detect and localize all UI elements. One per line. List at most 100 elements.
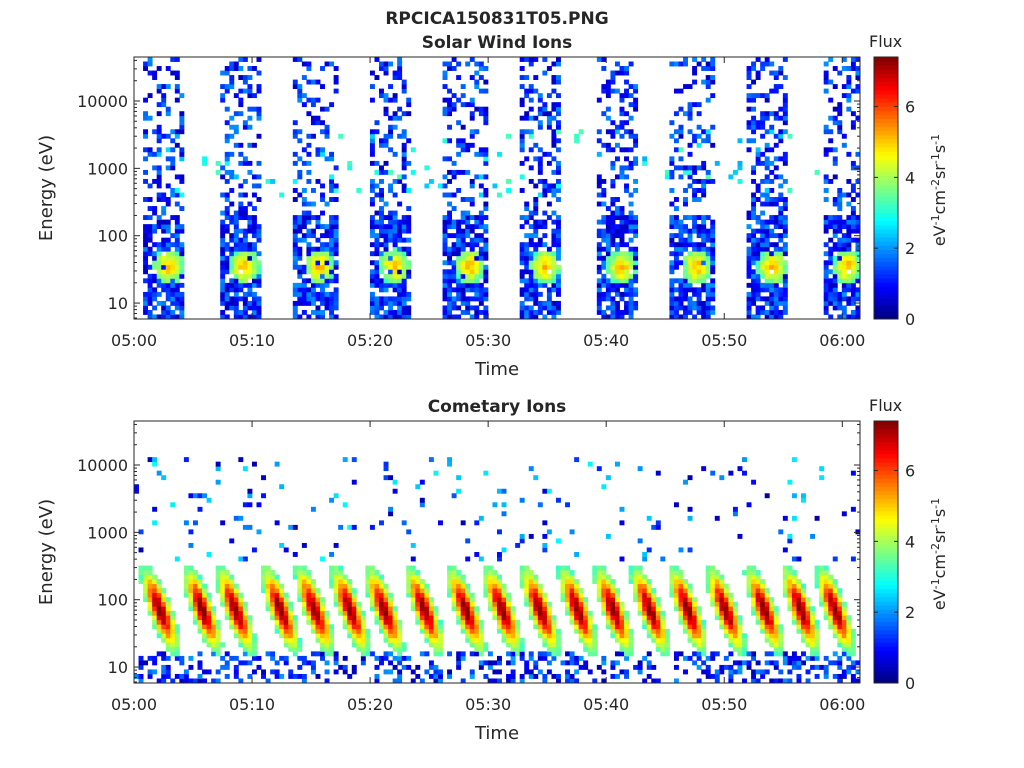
heat-cell	[197, 678, 203, 684]
heat-cell	[719, 592, 725, 598]
heat-cell	[841, 273, 847, 279]
heat-cell	[737, 637, 743, 643]
heat-cell	[342, 615, 348, 621]
colorbar-segment	[874, 253, 898, 259]
heat-cell	[755, 246, 761, 252]
heat-cell	[238, 183, 244, 189]
heat-cell	[828, 178, 834, 184]
heat-cell	[628, 579, 634, 585]
heat-cell	[306, 660, 312, 666]
heat-cell	[569, 570, 575, 575]
heat-cell	[528, 147, 534, 153]
heat-cell	[428, 178, 434, 184]
heat-cell	[755, 314, 761, 320]
heat-cell	[465, 624, 471, 630]
heat-cell	[510, 624, 516, 630]
heat-cell	[546, 255, 552, 261]
heat-cell	[138, 579, 144, 585]
heat-cell	[624, 287, 629, 293]
heat-cell	[519, 260, 525, 266]
heat-cell	[224, 156, 230, 162]
heat-cell	[238, 273, 244, 279]
heat-cell	[551, 75, 557, 80]
heat-cell	[256, 115, 262, 121]
heat-cell	[451, 592, 457, 598]
heat-cell	[778, 246, 784, 252]
heat-cell	[392, 610, 398, 616]
heat-cell	[628, 251, 634, 257]
heat-cell	[737, 619, 743, 625]
heat-cell	[755, 597, 761, 603]
heat-cell	[401, 224, 407, 230]
heat-cell	[546, 115, 552, 121]
heat-cell	[292, 574, 298, 580]
heat-cell	[442, 282, 448, 288]
heat-cell	[655, 610, 661, 616]
heat-cell	[478, 233, 484, 239]
heat-cell	[664, 169, 670, 175]
heat-cell	[383, 601, 389, 607]
heat-cell	[329, 583, 335, 589]
heat-cell	[333, 188, 339, 193]
heat-cell	[841, 309, 847, 315]
heat-cell	[624, 291, 629, 297]
heat-cell	[555, 224, 561, 230]
heat-cell	[333, 66, 339, 71]
heat-cell	[379, 615, 384, 621]
heat-cell	[170, 242, 176, 248]
heat-cell	[719, 588, 725, 594]
heat-cell	[392, 260, 398, 266]
heat-cell	[306, 300, 312, 306]
heat-cell	[687, 655, 693, 661]
heat-cell	[710, 651, 716, 657]
heat-cell	[533, 664, 539, 670]
heat-cell	[224, 296, 230, 302]
heat-cell	[610, 282, 616, 288]
heat-cell	[292, 251, 298, 257]
heat-cell	[633, 156, 639, 162]
heat-cell	[546, 615, 552, 621]
heat-cell	[742, 642, 747, 648]
heat-cell	[438, 624, 443, 630]
heat-cell	[224, 210, 230, 216]
heat-cell	[614, 197, 620, 202]
y-tick-label: 10000	[77, 92, 128, 111]
colorbar-segment	[874, 126, 898, 132]
heat-cell	[197, 583, 203, 589]
heat-cell	[678, 606, 684, 612]
heat-cell	[456, 269, 462, 275]
heat-cell	[469, 296, 475, 302]
heat-cell	[238, 66, 244, 71]
heat-cell	[410, 570, 416, 575]
heat-cell	[692, 70, 698, 76]
heat-cell	[174, 282, 180, 288]
heat-cell	[533, 606, 539, 612]
heat-cell	[610, 160, 616, 166]
heat-cell	[379, 178, 384, 184]
heat-cell	[714, 574, 720, 580]
heat-cell	[832, 246, 838, 252]
heat-cell	[170, 251, 176, 257]
heat-cell	[438, 642, 443, 648]
heat-cell	[388, 309, 394, 315]
heat-cell	[465, 601, 471, 607]
heat-cell	[701, 57, 707, 62]
heat-cell	[519, 673, 525, 679]
heat-cell	[746, 124, 752, 130]
heat-cell	[546, 300, 552, 306]
heat-cell	[229, 655, 235, 661]
heat-cell	[546, 201, 552, 207]
heat-cell	[605, 588, 611, 594]
heat-cell	[369, 219, 375, 225]
heat-cell	[619, 282, 625, 288]
heat-cell	[447, 309, 453, 315]
heat-cell	[297, 300, 303, 306]
heat-cell	[619, 273, 625, 279]
heat-cell	[465, 233, 471, 239]
heat-cell	[624, 269, 629, 275]
heat-cell	[528, 237, 534, 243]
heat-cell	[274, 520, 280, 526]
heat-cell	[841, 192, 847, 198]
heat-cell	[351, 597, 357, 603]
heat-cell	[537, 624, 543, 630]
